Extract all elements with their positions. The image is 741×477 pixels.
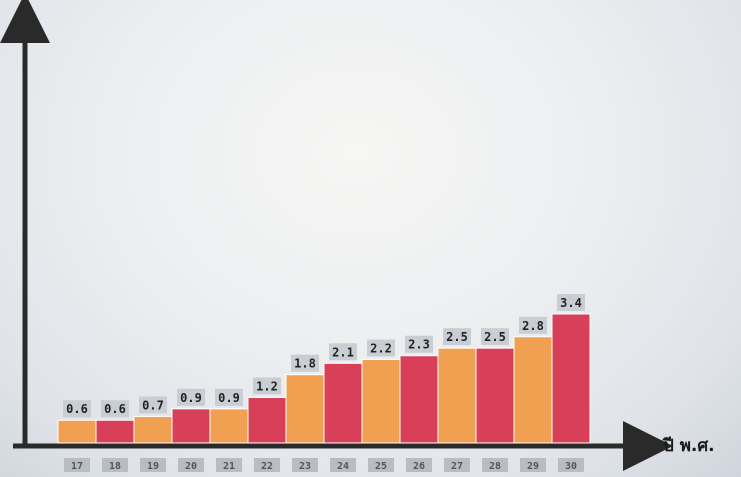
tick-label-bg-28 bbox=[482, 458, 508, 472]
bar-20 bbox=[171, 408, 211, 444]
x-tick-label-25: 25 bbox=[375, 461, 387, 472]
bar-19 bbox=[133, 415, 173, 444]
bar-22 bbox=[247, 396, 287, 444]
x-tick-label-26: 26 bbox=[413, 461, 425, 472]
bar-25 bbox=[361, 359, 401, 444]
tick-label-bg-27 bbox=[444, 458, 470, 472]
bar-28 bbox=[475, 347, 515, 444]
tick-label-bg-24 bbox=[330, 458, 356, 472]
x-tick-label-23: 23 bbox=[299, 461, 311, 472]
value-label-28: 2.5 bbox=[484, 330, 506, 344]
x-tick-label-27: 27 bbox=[451, 461, 463, 472]
value-label-bg-28 bbox=[481, 328, 509, 346]
x-tick-labels-group: 17 18 19 20 21 22 23 24 25 26 27 28 29 30 bbox=[64, 458, 584, 472]
x-tick-label-19: 19 bbox=[147, 461, 159, 472]
value-labels-group: 0.6 0.6 0.7 0.9 0.9 1.2 1.8 2.1 2.2 2.3 2.5 2.5 2.8 3… bbox=[63, 294, 585, 418]
x-tick-label-21: 21 bbox=[223, 461, 235, 472]
value-label-26: 2.3 bbox=[408, 338, 430, 352]
x-tick-label-30: 30 bbox=[565, 461, 577, 472]
tick-label-bg-23 bbox=[292, 458, 318, 472]
tick-label-bg-18 bbox=[102, 458, 128, 472]
value-label-23: 1.8 bbox=[294, 357, 316, 371]
value-label-bg-25 bbox=[367, 339, 395, 357]
tick-label-bg-20 bbox=[178, 458, 204, 472]
bar-26 bbox=[399, 355, 439, 444]
value-label-bg-19 bbox=[139, 396, 167, 414]
tick-label-bg-21 bbox=[216, 458, 242, 472]
bar-21 bbox=[209, 408, 249, 444]
value-label-bg-29 bbox=[519, 316, 547, 334]
tick-label-bg-22 bbox=[254, 458, 280, 472]
bar-24 bbox=[323, 362, 363, 444]
value-label-bg-17 bbox=[63, 400, 91, 418]
bar-30 bbox=[551, 313, 591, 444]
value-label-22: 1.2 bbox=[256, 379, 278, 393]
tick-label-bg-19 bbox=[140, 458, 166, 472]
value-label-bg-20 bbox=[177, 388, 205, 406]
x-tick-label-28: 28 bbox=[489, 461, 501, 472]
bars-group bbox=[57, 313, 591, 444]
value-label-bg-22 bbox=[253, 377, 281, 395]
bar-17 bbox=[57, 419, 97, 444]
tick-label-bg-29 bbox=[520, 458, 546, 472]
value-label-bg-24 bbox=[329, 343, 357, 361]
value-label-17: 0.6 bbox=[66, 402, 88, 416]
x-tick-label-17: 17 bbox=[71, 461, 83, 472]
x-tick-label-29: 29 bbox=[527, 461, 539, 472]
tick-label-bg-25 bbox=[368, 458, 394, 472]
bar-27 bbox=[437, 347, 477, 444]
value-label-25: 2.2 bbox=[370, 342, 392, 356]
x-tick-label-18: 18 bbox=[109, 461, 121, 472]
value-label-27: 2.5 bbox=[446, 330, 468, 344]
x-tick-label-20: 20 bbox=[185, 461, 197, 472]
value-label-29: 2.8 bbox=[522, 319, 544, 333]
bar-23 bbox=[285, 374, 325, 444]
value-label-bg-26 bbox=[405, 335, 433, 353]
value-label-bg-18 bbox=[101, 400, 129, 418]
value-label-18: 0.6 bbox=[104, 402, 126, 416]
x-axis-title: ปี พ.ศ. bbox=[662, 435, 714, 456]
tick-label-bg-26 bbox=[406, 458, 432, 472]
value-label-24: 2.1 bbox=[332, 345, 354, 359]
value-label-19: 0.7 bbox=[142, 398, 164, 412]
value-label-21: 0.9 bbox=[218, 391, 240, 405]
x-tick-label-24: 24 bbox=[337, 461, 349, 472]
bar-29 bbox=[513, 336, 553, 444]
value-label-20: 0.9 bbox=[180, 391, 202, 405]
value-label-bg-30 bbox=[557, 294, 585, 311]
bar-18 bbox=[95, 419, 135, 444]
tick-label-bg-30 bbox=[558, 458, 584, 472]
value-label-30: 3.4 bbox=[560, 296, 582, 310]
value-label-bg-27 bbox=[443, 328, 471, 346]
value-label-bg-21 bbox=[215, 388, 243, 406]
tick-label-bg-17 bbox=[64, 458, 90, 472]
value-label-bg-23 bbox=[291, 354, 319, 372]
x-tick-label-22: 22 bbox=[261, 461, 273, 472]
